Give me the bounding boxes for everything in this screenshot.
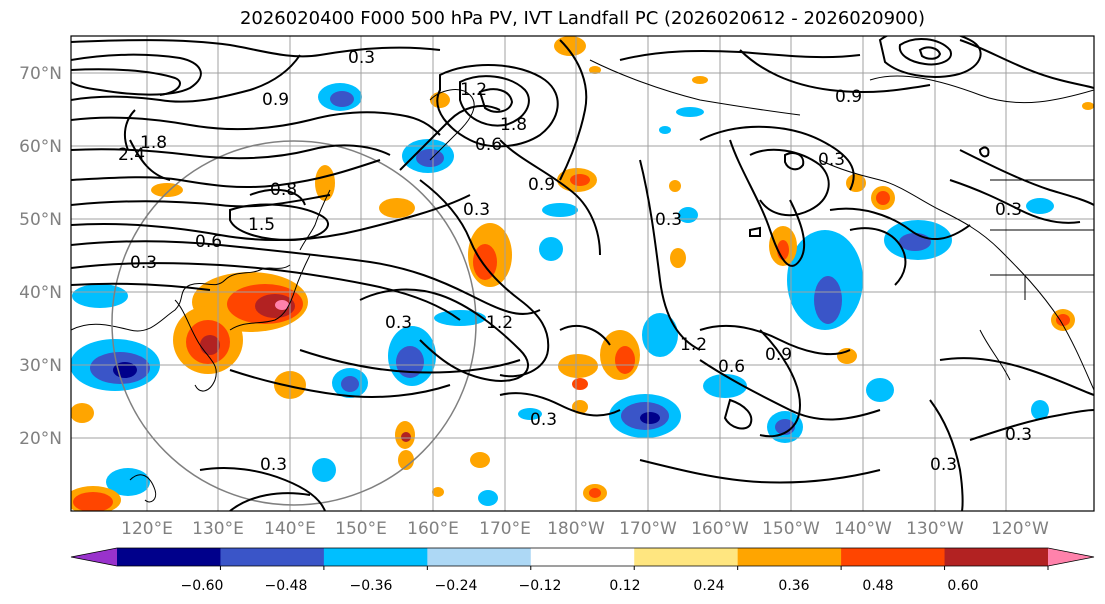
lon-label: 160°W [691, 519, 749, 539]
colorbar [70, 547, 1095, 570]
map-plot-area: 0.3 0.9 0.8 1.5 1.8 0.6 0.9 0.3 1.2 0.3 … [71, 36, 1094, 511]
colorbar-tick-label: 0.36 [778, 578, 809, 594]
colorbar-box [841, 548, 946, 566]
lon-label: 120°W [991, 519, 1049, 539]
lat-label: 30°N [19, 356, 62, 376]
latitude-labels: 70°N 60°N 50°N 40°N 30°N 20°N [19, 64, 62, 449]
colorbar-tick-label: −0.12 [519, 578, 562, 594]
landfall-circle [111, 140, 477, 506]
colorbar-outline [70, 547, 1095, 567]
contour-label: 0.3 [260, 455, 287, 475]
longitude-labels: 120°E 130°E 140°E 150°E 160°E 170°E 180°… [121, 519, 1049, 539]
contour-label: 1.2 [680, 335, 707, 355]
colorbar-box [737, 548, 842, 566]
colorbar-box [634, 548, 739, 566]
contour-label: 1.8 [140, 133, 167, 153]
colorbar-extend-min [71, 548, 117, 566]
contour-label: 0.3 [655, 210, 682, 230]
lon-label: 140°E [264, 519, 316, 539]
colorbar-box [117, 548, 221, 566]
lon-label: 170°W [619, 519, 677, 539]
colorbar-tick-label: −0.24 [435, 578, 478, 594]
lon-label: 140°W [834, 519, 892, 539]
colorbar-box [220, 548, 325, 566]
contour-label: 1.5 [248, 215, 275, 235]
colorbar-tick-label: 0.48 [862, 578, 893, 594]
contour-label: 0.8 [270, 180, 297, 200]
contour-label: 1.8 [500, 115, 527, 135]
colorbar-tick-label: 0.24 [693, 578, 724, 594]
contour-label: 2.4 [118, 145, 145, 165]
colorbar-box [427, 548, 532, 566]
map-frame [70, 35, 1095, 512]
contour-label: 0.9 [835, 87, 862, 107]
contour-label: 0.3 [385, 313, 412, 333]
lon-label: 130°W [906, 519, 964, 539]
contour-label: 0.6 [718, 357, 745, 377]
lat-label: 60°N [19, 137, 62, 157]
lat-label: 50°N [19, 210, 62, 230]
contour-label: 0.3 [1005, 425, 1032, 445]
lon-label: 160°E [407, 519, 459, 539]
lon-label: 170°E [479, 519, 531, 539]
contour-label: 0.6 [475, 135, 502, 155]
contour-label: 0.6 [195, 232, 222, 252]
lat-label: 40°N [19, 283, 62, 303]
gridlines [71, 36, 1094, 511]
coastlines [71, 59, 1094, 503]
colorbar-tick-label: 0.60 [947, 578, 978, 594]
lon-label: 120°E [121, 519, 173, 539]
contour-label: 0.9 [262, 90, 289, 110]
colorbar-tick-label: −0.36 [350, 578, 393, 594]
pv-contours [71, 36, 1094, 511]
colorbar-box [323, 548, 428, 566]
lon-label: 130°E [192, 519, 244, 539]
contour-label: 1.2 [486, 313, 513, 333]
contour-label: 0.3 [530, 410, 557, 430]
contour-label: 0.3 [463, 200, 490, 220]
contour-label: 0.3 [818, 150, 845, 170]
colorbar-box [944, 548, 1049, 566]
lat-label: 70°N [19, 64, 62, 84]
contour-label: 0.9 [528, 175, 555, 195]
lat-label: 20°N [19, 429, 62, 449]
colorbar-extend-max [1048, 548, 1094, 566]
colorbar-tick-label: −0.48 [265, 578, 308, 594]
contour-label: 0.3 [995, 200, 1022, 220]
contour-label: 1.2 [460, 80, 487, 100]
contour-label: 0.3 [130, 253, 157, 273]
lon-label: 150°E [335, 519, 387, 539]
lon-label: 180°W [547, 519, 605, 539]
lon-label: 150°W [762, 519, 820, 539]
colorbar-tick-label: −0.60 [181, 578, 224, 594]
pc-shading-negative [71, 83, 1054, 506]
colorbar-ticks: −0.60 −0.48 −0.36 −0.24 −0.12 0.12 0.24 … [181, 578, 979, 594]
map-title: 2026020400 F000 500 hPa PV, IVT Landfall… [239, 8, 926, 29]
colorbar-tick-label: 0.12 [609, 578, 640, 594]
contour-labels: 0.3 0.9 0.8 1.5 1.8 0.6 0.9 0.3 1.2 0.3 … [118, 48, 1032, 475]
contour-label: 0.9 [765, 345, 792, 365]
contour-label: 0.3 [348, 48, 375, 68]
colorbar-box [530, 548, 635, 566]
contour-label: 0.3 [930, 455, 957, 475]
